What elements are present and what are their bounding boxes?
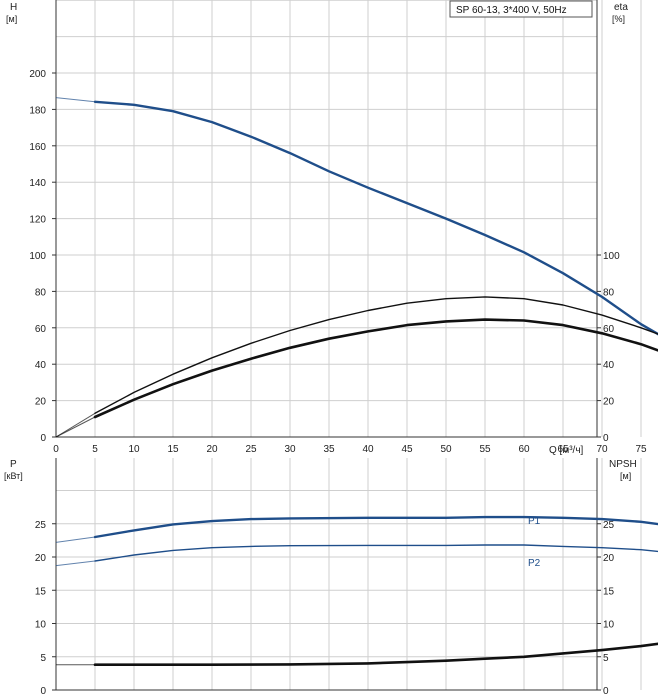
- npsh-tick-label: 25: [603, 520, 615, 531]
- head-tick-label: 40: [35, 360, 47, 371]
- power-tick-label: 15: [35, 586, 47, 597]
- flow-tick-label: 40: [362, 444, 374, 455]
- head-axis-label: H: [10, 2, 17, 13]
- series-label-p1: P1: [528, 516, 541, 527]
- head-curve-extrapolated: [55, 97, 96, 103]
- flow-tick-label: 25: [245, 444, 257, 455]
- power-tick-label: 20: [35, 553, 47, 564]
- power-curve-p2-extrapolated: [55, 560, 96, 567]
- flow-tick-label: 15: [167, 444, 179, 455]
- npsh-tick-label: 15: [603, 586, 615, 597]
- flow-tick-label: 45: [401, 444, 413, 455]
- bottom-tick-labels: 0 5 10 15 20 25 0 5 10 15 20 25: [35, 520, 615, 697]
- power-tick-label: 5: [40, 653, 46, 664]
- series-label-p2: P2: [528, 558, 541, 569]
- flow-tick-label: 60: [518, 444, 530, 455]
- eta-tick-label: 60: [603, 324, 615, 335]
- efficiency-curve-total: [93, 318, 658, 419]
- power-axis-label: P: [10, 459, 17, 470]
- flow-tick-label: 70: [596, 444, 608, 455]
- flow-tick-label: 0: [53, 444, 59, 455]
- flow-tick-label: 75: [635, 444, 647, 455]
- head-tick-label: 0: [40, 433, 46, 444]
- npsh-curve: [93, 642, 658, 666]
- flow-tick-label: 30: [284, 444, 296, 455]
- head-curve: [93, 100, 658, 336]
- efficiency-curve-pump-extrapolated: [55, 412, 96, 438]
- head-tick-label: 120: [29, 215, 46, 226]
- head-tick-label: 100: [29, 251, 46, 262]
- power-curve-p1: [93, 515, 658, 539]
- head-tick-label: 180: [29, 105, 46, 116]
- head-tick-label: 140: [29, 178, 46, 189]
- flow-tick-label: 35: [323, 444, 335, 455]
- efficiency-curve-pump: [94, 296, 658, 414]
- flow-tick-label: 5: [92, 444, 98, 455]
- flow-tick-label: 55: [479, 444, 491, 455]
- flow-tick-label: 10: [128, 444, 140, 455]
- efficiency-curve-total-extrapolated: [55, 416, 96, 438]
- eta-tick-label: 0: [603, 433, 609, 444]
- flow-tick-label: 20: [206, 444, 218, 455]
- head-efficiency-curves: [55, 97, 658, 438]
- power-npsh-grid: [55, 458, 642, 691]
- npsh-tick-label: 0: [603, 686, 609, 697]
- power-tick-label: 10: [35, 620, 47, 631]
- eta-axis-unit: [%]: [612, 14, 625, 24]
- head-tick-label: 200: [29, 69, 46, 80]
- flow-tick-label: 65: [557, 444, 569, 455]
- eta-tick-label: 40: [603, 360, 615, 371]
- top-tick-labels: 0 20 40 60 80 100 120 140 160 180 200 0 20 40 60 80 100 0…: [29, 69, 647, 455]
- head-tick-label: 20: [35, 397, 47, 408]
- power-curve-p1-extrapolated: [55, 536, 96, 543]
- npsh-tick-label: 5: [603, 653, 609, 664]
- head-axis-unit: [м]: [6, 14, 17, 24]
- head-tick-label: 80: [35, 287, 47, 298]
- head-tick-label: 160: [29, 142, 46, 153]
- npsh-tick-label: 10: [603, 620, 615, 631]
- power-npsh-curves: [55, 515, 658, 666]
- flow-tick-label: 50: [440, 444, 452, 455]
- eta-tick-label: 100: [603, 251, 620, 262]
- head-tick-label: 60: [35, 324, 47, 335]
- power-axis-unit: [кВт]: [4, 471, 23, 481]
- power-curve-p2: [94, 544, 658, 562]
- npsh-axis-label: NPSH: [609, 459, 637, 470]
- eta-axis-label: eta: [614, 2, 628, 13]
- head-efficiency-grid: [55, 0, 642, 438]
- power-tick-label: 25: [35, 520, 47, 531]
- chart-title: SP 60-13, 3*400 V, 50Hz: [456, 5, 567, 16]
- flow-axis-label: Q [м³/ч]: [549, 445, 584, 456]
- npsh-tick-label: 20: [603, 553, 615, 564]
- eta-tick-label: 80: [603, 287, 615, 298]
- eta-tick-label: 20: [603, 397, 615, 408]
- chart-title-box: [449, 0, 593, 18]
- npsh-axis-unit: [м]: [620, 471, 631, 481]
- power-tick-label: 0: [40, 686, 46, 697]
